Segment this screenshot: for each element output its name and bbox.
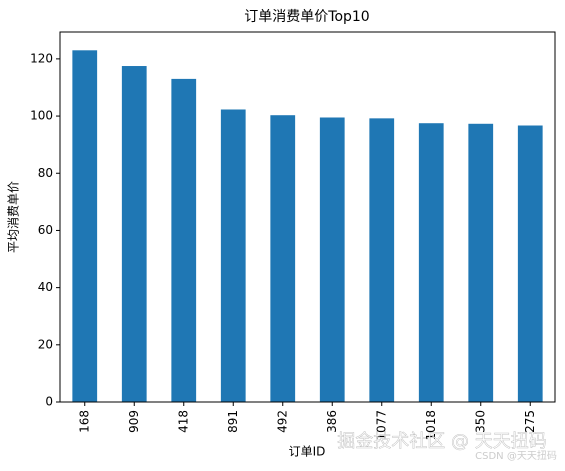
- x-tick-label: 1018: [424, 410, 438, 441]
- x-tick-label: 1077: [374, 410, 388, 441]
- plot-frame: [59, 31, 556, 403]
- x-tick-label: 386: [325, 410, 339, 433]
- bar: [369, 118, 395, 403]
- x-tick-label: 350: [473, 410, 487, 433]
- y-tick-label: 60: [38, 223, 53, 237]
- bar: [220, 109, 246, 403]
- bar: [468, 123, 494, 403]
- y-axis-label: 平均消费单价: [7, 181, 21, 253]
- x-tick-label: 168: [77, 410, 91, 433]
- bar: [270, 115, 296, 403]
- y-tick-label: 80: [38, 166, 53, 180]
- bar: [517, 125, 543, 403]
- x-tick-label: 909: [127, 410, 141, 433]
- x-tick-label: 891: [226, 410, 240, 433]
- watermark-small: CSDN @天天扭码: [475, 449, 557, 462]
- y-tick-label: 40: [38, 280, 53, 294]
- y-tick-label: 120: [30, 51, 53, 65]
- watermark: 掘金技术社区 @ 天天扭码: [337, 431, 546, 452]
- x-tick-label: 492: [275, 410, 289, 433]
- bar: [121, 66, 147, 402]
- bar: [418, 123, 444, 403]
- x-tick-label: 418: [176, 410, 190, 433]
- x-tick-label: 275: [523, 410, 537, 433]
- x-axis-label: 订单ID: [289, 445, 326, 459]
- y-tick-label: 0: [45, 395, 53, 409]
- y-tick-label: 100: [30, 109, 53, 123]
- plot-area: 0 20 40 60 80 100 120 168 909 418 891 492 386 1077 101…: [30, 50, 543, 441]
- bar: [72, 50, 98, 403]
- bar: [171, 78, 197, 402]
- y-tick-label: 20: [38, 337, 53, 351]
- chart-title: 订单消费单价Top10: [244, 9, 369, 25]
- bar: [319, 117, 345, 402]
